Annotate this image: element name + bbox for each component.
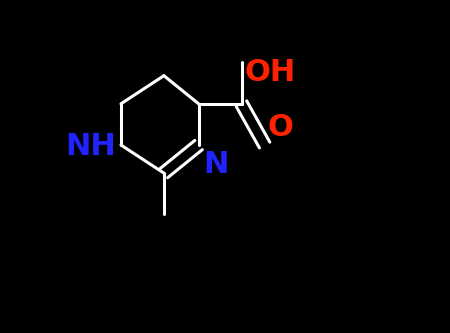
Text: O: O xyxy=(268,113,294,142)
Text: NH: NH xyxy=(65,132,116,161)
Text: OH: OH xyxy=(245,58,296,87)
Text: N: N xyxy=(203,150,229,179)
